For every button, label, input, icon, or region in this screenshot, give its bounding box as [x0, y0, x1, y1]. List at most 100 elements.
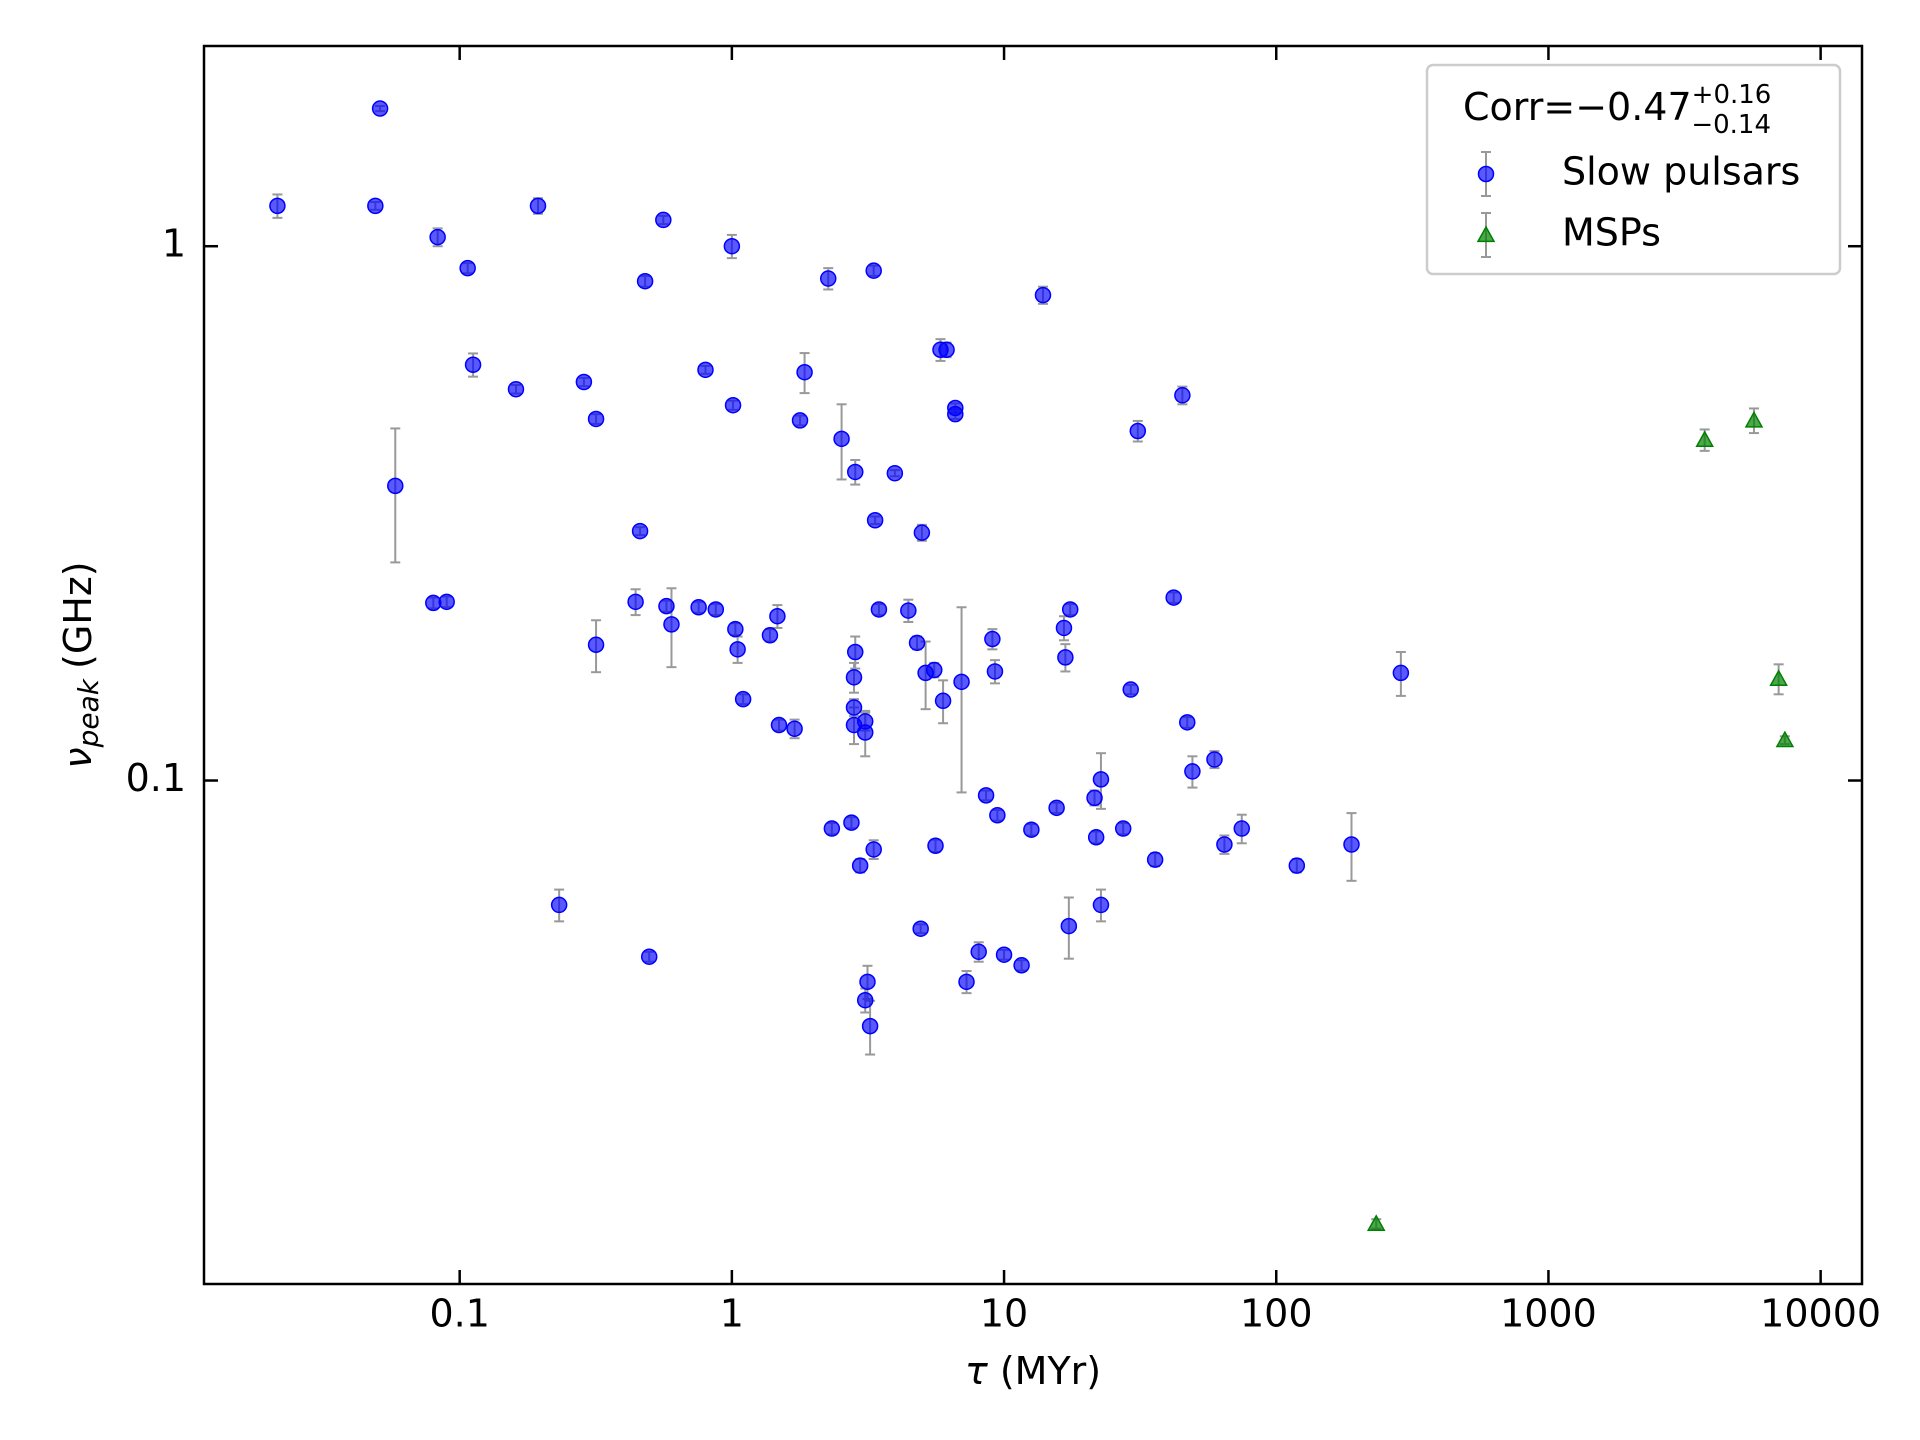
marker-triangle [1695, 430, 1714, 448]
marker-circle [1092, 896, 1110, 914]
marker-triangle [1744, 410, 1764, 428]
marker-circle [847, 643, 864, 661]
marker-circle [464, 356, 482, 374]
marker-circle [1086, 789, 1103, 807]
marker-circle [934, 692, 952, 710]
marker-circle [770, 716, 788, 734]
x-tick-label: 10000 [1760, 1292, 1881, 1336]
x-tick-label: 1000 [1500, 1292, 1597, 1336]
marker-circle [819, 270, 837, 287]
marker-circle [970, 943, 987, 961]
marker-triangle [1366, 1214, 1386, 1231]
legend-label: Slow pulsars [1562, 150, 1800, 194]
y-tick-label: 0.1 [126, 756, 186, 800]
marker-circle [986, 663, 1004, 680]
y-label-unit: (GHz) [56, 561, 100, 669]
x-label-unit: (MYr) [1000, 1349, 1101, 1393]
marker-circle [938, 341, 955, 359]
marker-circle [707, 601, 725, 618]
marker-circle [690, 599, 707, 616]
marker-circle [507, 380, 525, 398]
marker-circle [866, 511, 884, 529]
marker-circle [429, 228, 446, 246]
marker-circle [1178, 714, 1196, 731]
marker-circle [640, 948, 658, 965]
x-axis-label: τ (MYr) [965, 1349, 1101, 1393]
marker-circle [823, 820, 841, 837]
marker-circle [1165, 589, 1182, 606]
legend-marker [1477, 165, 1495, 183]
marker-circle [859, 973, 876, 991]
marker-triangle [1769, 669, 1788, 686]
marker-circle [845, 669, 863, 686]
x-tick-label: 10 [980, 1292, 1028, 1336]
marker-circle [769, 607, 786, 625]
marker-circle [387, 477, 404, 495]
marker-circle [697, 361, 714, 379]
x-tick-label: 1 [720, 1292, 744, 1336]
marker-circle [977, 787, 995, 804]
y-tick-label: 1 [162, 222, 186, 266]
marker-circle [575, 373, 593, 391]
legend-title-text: Corr=−0.47 [1463, 85, 1692, 129]
marker-circle [1174, 387, 1191, 404]
marker-circle [529, 197, 547, 215]
marker-circle [1055, 619, 1073, 637]
marker-circle [989, 806, 1006, 824]
x-label-symbol: τ [965, 1349, 989, 1393]
marker-circle [727, 620, 744, 638]
marker-circle [851, 857, 869, 874]
marker-circle [587, 636, 605, 654]
legend-title: Corr=−0.47+0.16 −0.14 [1463, 80, 1771, 140]
marker-circle [1206, 751, 1223, 768]
marker-circle [734, 690, 752, 708]
legend-label: MSPs [1562, 211, 1661, 255]
marker-circle [1034, 286, 1052, 304]
marker-circle [1087, 829, 1105, 846]
marker-circle [367, 197, 384, 215]
marker-circle [371, 100, 389, 117]
marker-circle [908, 634, 926, 652]
legend-box [1425, 63, 1842, 276]
marker-circle [636, 272, 654, 290]
legend-title-sup: +0.16 [1692, 80, 1772, 110]
marker-circle [786, 720, 803, 737]
marker-circle [856, 724, 874, 741]
marker-circle [658, 597, 675, 615]
marker-circle [1060, 917, 1078, 935]
marker-circle [1013, 957, 1030, 974]
marker-circle [900, 602, 917, 619]
marker-circle [925, 661, 943, 679]
marker-circle [1392, 664, 1410, 682]
marker-circle [1146, 851, 1164, 868]
marker-circle [1343, 836, 1360, 853]
y-label-subscript: peak [72, 677, 105, 748]
y-label-symbol: ν [56, 747, 100, 768]
marker-circle [724, 396, 742, 414]
marker-circle [729, 641, 746, 658]
x-tick-label: 0.1 [429, 1292, 489, 1336]
x-tick-label: 100 [1240, 1292, 1313, 1336]
marker-circle [912, 920, 929, 937]
marker-circle [459, 259, 476, 277]
legend-marker [1476, 225, 1496, 243]
marker-circle [1216, 836, 1233, 853]
marker-circle [1129, 422, 1147, 440]
marker-circle [927, 837, 944, 854]
marker-circle [984, 630, 1001, 648]
marker-circle [865, 841, 882, 858]
marker-circle [1114, 820, 1132, 837]
marker-circle [1233, 820, 1251, 837]
marker-circle [947, 405, 964, 423]
marker-circle [953, 673, 970, 691]
marker-circle [663, 616, 680, 633]
marker-circle [958, 973, 975, 991]
marker-circle [791, 412, 809, 429]
marker-circle [845, 699, 863, 716]
marker-circle [587, 410, 605, 428]
marker-circle [1122, 681, 1139, 698]
marker-circle [269, 197, 286, 215]
marker-circle [723, 237, 741, 255]
marker-circle [1057, 649, 1074, 666]
marker-circle [1023, 821, 1040, 838]
